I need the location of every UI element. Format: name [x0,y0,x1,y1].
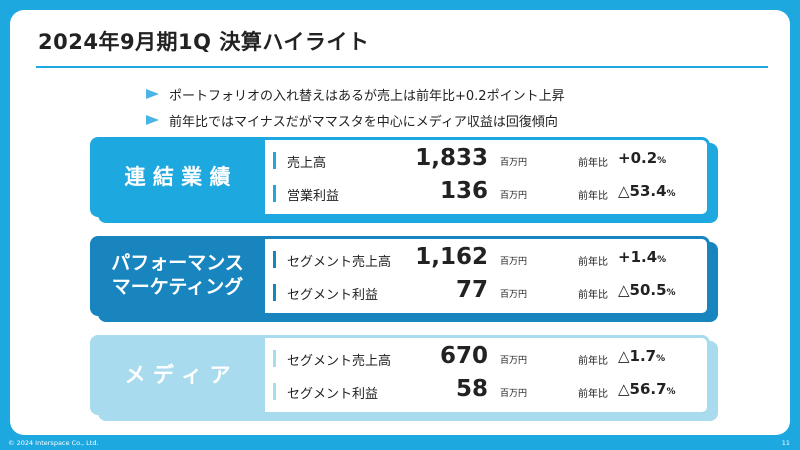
metric-name: 営業利益 [287,189,340,204]
metric-value: 136 [439,178,488,204]
percent-sign: % [657,255,667,265]
metric-value: 77 [455,277,488,303]
segment-consolidated: 連 結 業 績 売上高 1,833 百万円 前年比 +0.2% 営業利益 136… [80,137,720,223]
percent-sign: % [657,156,667,166]
metric-unit: 百万円 [500,356,528,366]
page-number: 11 [781,439,790,447]
yoy-change-value: △56.7 [618,380,667,398]
percent-sign: % [666,189,676,199]
metrics-panel: セグメント売上高 670 百万円 前年比 △1.7% セグメント利益 58 百万… [265,335,710,415]
yoy-label: 前年比 [578,389,608,400]
metric-name: セグメント利益 [287,387,379,402]
yoy-change: +0.2% [618,149,666,167]
triangle-bullet-icon [146,89,159,99]
metric-value: 1,162 [415,244,488,270]
metric-row: セグメント売上高 1,162 百万円 前年比 +1.4% [273,244,703,276]
slide-title: 2024年9月期1Q 決算ハイライト [38,30,370,54]
metrics-panel: 売上高 1,833 百万円 前年比 +0.2% 営業利益 136 百万円 前年比… [265,137,710,217]
metric-bar [273,284,276,301]
metric-row: 営業利益 136 百万円 前年比 △53.4% [273,178,703,210]
segment-media: メ デ ィ ア セグメント売上高 670 百万円 前年比 △1.7% セグメント… [80,335,720,421]
segment-label: 連 結 業 績 [90,137,265,217]
bullet-text: ポートフォリオの入れ替えはあるが売上は前年比+0.2ポイント上昇 [169,88,565,104]
yoy-change: △1.7% [618,347,665,365]
percent-sign: % [656,354,666,364]
metric-name: セグメント利益 [287,288,379,303]
metric-row: セグメント利益 77 百万円 前年比 △50.5% [273,277,703,309]
metric-name: 売上高 [287,156,327,171]
metric-unit: 百万円 [500,257,528,267]
metric-name: セグメント売上高 [287,255,392,270]
bullet-item: ポートフォリオの入れ替えはあるが売上は前年比+0.2ポイント上昇 [146,81,565,107]
metric-value: 670 [439,343,488,369]
metric-bar [273,251,276,268]
bullet-text: 前年比ではマイナスだがママスタを中心にメディア収益は回復傾向 [169,114,558,130]
slide: 2024年9月期1Q 決算ハイライト ポートフォリオの入れ替えはあるが売上は前年… [10,10,790,435]
yoy-change: △56.7% [618,380,676,398]
yoy-change: +1.4% [618,248,666,266]
yoy-label: 前年比 [578,356,608,367]
metric-bar [273,383,276,400]
yoy-label: 前年比 [578,191,608,202]
metric-unit: 百万円 [500,290,528,300]
metric-unit: 百万円 [500,158,528,168]
yoy-label: 前年比 [578,257,608,268]
metric-bar [273,185,276,202]
metric-value: 1,833 [415,145,488,171]
bullet-item: 前年比ではマイナスだがママスタを中心にメディア収益は回復傾向 [146,107,565,133]
metric-bar [273,152,276,169]
yoy-change-value: △1.7 [618,347,657,365]
segment-label: メ デ ィ ア [90,335,265,415]
metric-unit: 百万円 [500,389,528,399]
yoy-change-value: +1.4 [618,248,658,266]
metric-row: セグメント利益 58 百万円 前年比 △56.7% [273,376,703,408]
yoy-change: △50.5% [618,281,676,299]
metric-value: 58 [455,376,488,402]
metric-row: 売上高 1,833 百万円 前年比 +0.2% [273,145,703,177]
percent-sign: % [666,387,676,397]
segment-performance-marketing: パフォーマンス マーケティング セグメント売上高 1,162 百万円 前年比 +… [80,236,720,322]
yoy-label: 前年比 [578,290,608,301]
yoy-change-value: △53.4 [618,182,667,200]
segment-label: パフォーマンス マーケティング [90,236,265,316]
metric-name: セグメント売上高 [287,354,392,369]
yoy-label: 前年比 [578,158,608,169]
copyright-footer: © 2024 Interspace Co., Ltd. [8,439,99,447]
metrics-panel: セグメント売上高 1,162 百万円 前年比 +1.4% セグメント利益 77 … [265,236,710,316]
triangle-bullet-icon [146,115,159,125]
yoy-change-value: △50.5 [618,281,667,299]
metric-row: セグメント売上高 670 百万円 前年比 △1.7% [273,343,703,375]
bullet-list: ポートフォリオの入れ替えはあるが売上は前年比+0.2ポイント上昇 前年比ではマイ… [146,81,565,133]
yoy-change: △53.4% [618,182,676,200]
metric-unit: 百万円 [500,191,528,201]
metric-bar [273,350,276,367]
percent-sign: % [666,288,676,298]
title-divider [36,66,768,68]
yoy-change-value: +0.2 [618,149,658,167]
